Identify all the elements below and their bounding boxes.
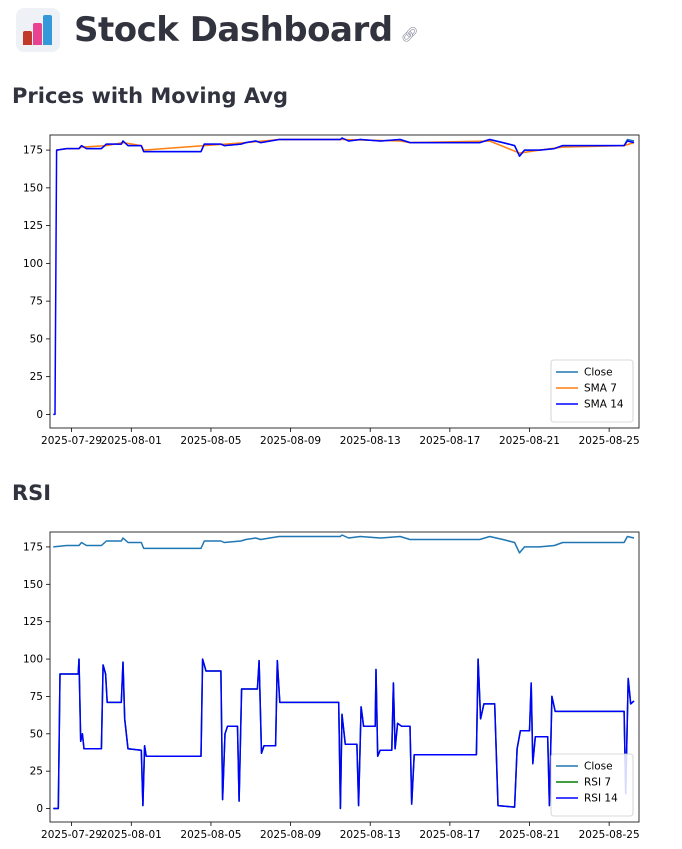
x-tick-label: 2025-08-05 bbox=[180, 435, 241, 447]
y-tick-label: 125 bbox=[23, 220, 43, 232]
x-tick-label: 2025-08-21 bbox=[499, 829, 560, 841]
y-tick-label: 75 bbox=[30, 691, 43, 703]
y-tick-label: 25 bbox=[30, 766, 43, 778]
x-tick-label: 2025-07-29 bbox=[41, 829, 102, 841]
legend-label: RSI 14 bbox=[584, 793, 618, 805]
y-tick-label: 100 bbox=[23, 654, 43, 666]
x-tick-label: 2025-08-25 bbox=[579, 435, 640, 447]
x-tick-label: 2025-08-17 bbox=[419, 435, 480, 447]
x-tick-label: 2025-08-09 bbox=[260, 435, 321, 447]
bar-chart-icon bbox=[16, 8, 60, 52]
x-tick-label: 2025-08-13 bbox=[340, 435, 401, 447]
x-tick-label: 2025-08-21 bbox=[499, 435, 560, 447]
rsi-section-title: RSI bbox=[12, 481, 52, 505]
x-tick-label: 2025-07-29 bbox=[41, 435, 102, 447]
plot-frame bbox=[49, 531, 640, 823]
x-tick-label: 2025-08-01 bbox=[101, 829, 162, 841]
y-tick-label: 75 bbox=[30, 296, 43, 308]
y-tick-label: 150 bbox=[23, 182, 43, 194]
x-tick-label: 2025-08-13 bbox=[340, 829, 401, 841]
series-line-rsi-14 bbox=[53, 658, 635, 810]
y-tick-label: 0 bbox=[36, 409, 43, 421]
legend-label: Close bbox=[584, 761, 613, 773]
y-tick-label: 175 bbox=[23, 541, 43, 553]
y-tick-label: 50 bbox=[30, 333, 43, 345]
x-tick-label: 2025-08-05 bbox=[180, 829, 241, 841]
legend-label: SMA 7 bbox=[584, 383, 617, 395]
y-tick-label: 25 bbox=[30, 371, 43, 383]
legend-label: RSI 7 bbox=[584, 777, 611, 789]
series-line-close bbox=[53, 534, 635, 554]
series-line-sma-14 bbox=[53, 137, 635, 416]
y-tick-label: 125 bbox=[23, 616, 43, 628]
plot-frame bbox=[49, 134, 640, 429]
legend-box bbox=[550, 359, 634, 423]
legend-box bbox=[550, 753, 634, 817]
legend-label: Close bbox=[584, 367, 613, 379]
y-tick-label: 150 bbox=[23, 579, 43, 591]
page-header: Stock Dashboard 🔗︎ bbox=[16, 8, 418, 52]
legend-label: SMA 14 bbox=[584, 399, 624, 411]
y-tick-label: 50 bbox=[30, 728, 43, 740]
series-line-close bbox=[56, 137, 635, 157]
y-tick-label: 0 bbox=[36, 803, 43, 815]
link-icon[interactable]: 🔗︎ bbox=[400, 25, 419, 42]
x-tick-label: 2025-08-17 bbox=[419, 829, 480, 841]
x-tick-label: 2025-08-01 bbox=[101, 435, 162, 447]
y-tick-label: 175 bbox=[23, 145, 43, 157]
x-tick-label: 2025-08-09 bbox=[260, 829, 321, 841]
page-title: Stock Dashboard bbox=[74, 10, 393, 50]
x-tick-label: 2025-08-25 bbox=[579, 829, 640, 841]
prices-section-title: Prices with Moving Avg bbox=[12, 84, 289, 108]
y-tick-label: 100 bbox=[23, 258, 43, 270]
